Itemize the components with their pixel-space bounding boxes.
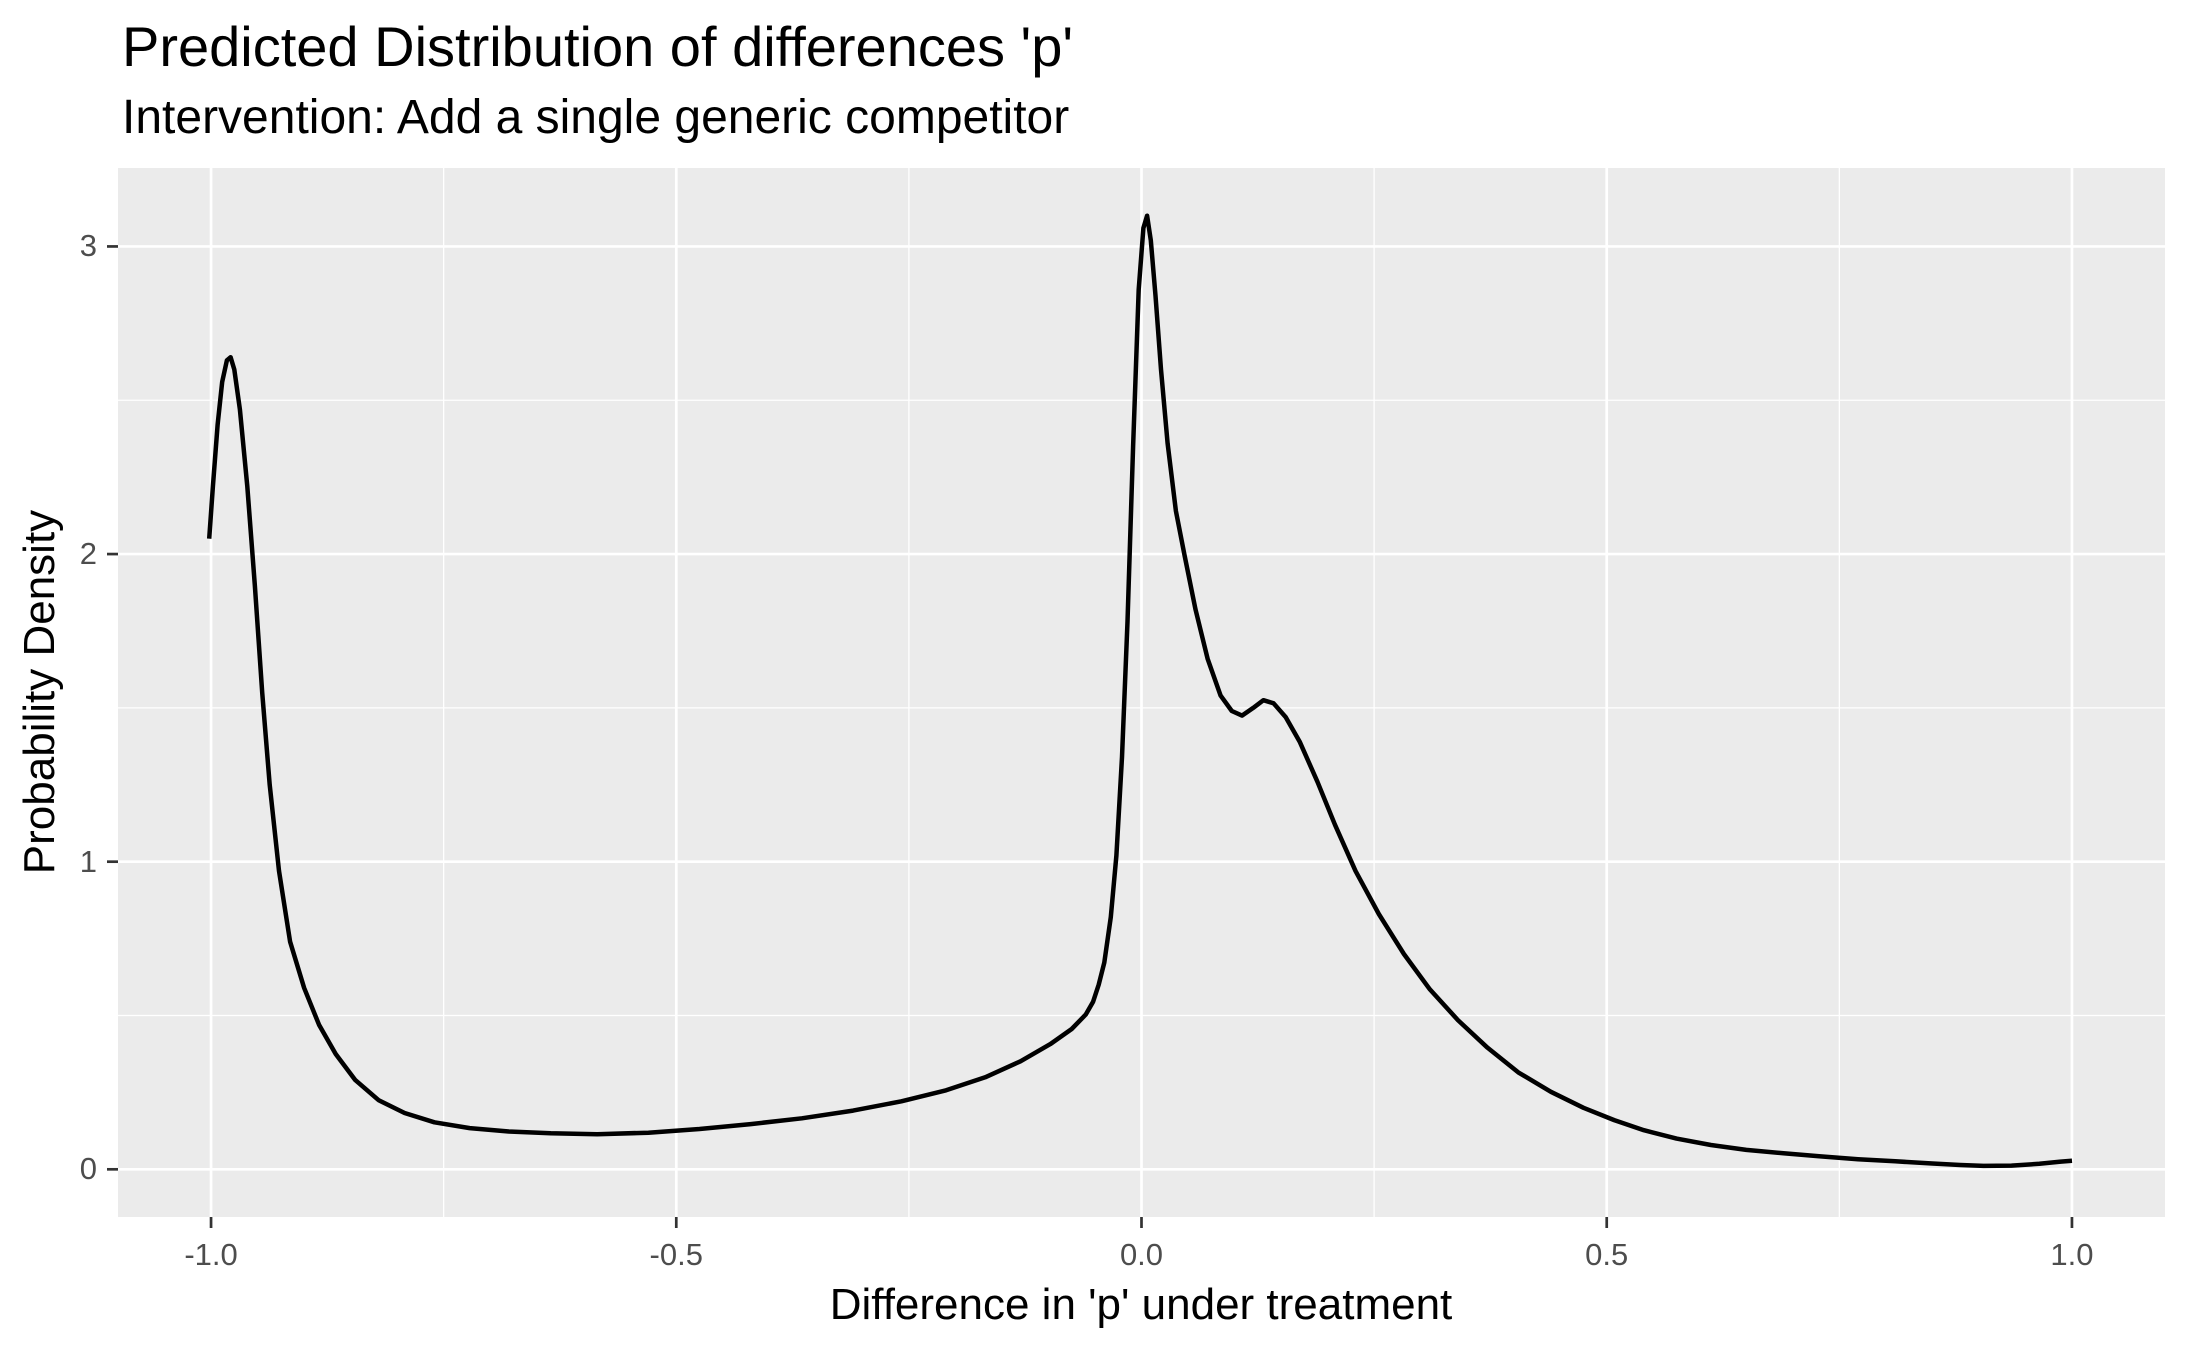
y-tick-label: 0 (79, 1151, 97, 1187)
x-tick-label: -0.5 (649, 1237, 703, 1272)
axis-ticks (107, 245, 2074, 1228)
chart-title: Predicted Distribution of differences 'p… (122, 15, 1074, 78)
x-axis-title: Difference in 'p' under treatment (829, 1280, 1453, 1329)
y-tick-label: 1 (79, 843, 97, 879)
chart-subtitle: Intervention: Add a single generic compe… (122, 91, 1070, 144)
x-tick-label: 0.5 (1585, 1237, 1629, 1272)
y-axis-title: Probability Density (15, 509, 64, 875)
density-curve (206, 213, 2073, 1169)
y-tick-label: 2 (79, 536, 97, 572)
major-gridlines (118, 168, 2165, 1217)
x-tick-label: -1.0 (184, 1237, 238, 1272)
x-tick-label: 1.0 (2050, 1237, 2094, 1272)
x-tick-label: 0.0 (1119, 1237, 1164, 1272)
y-tick-label: 3 (79, 228, 97, 264)
